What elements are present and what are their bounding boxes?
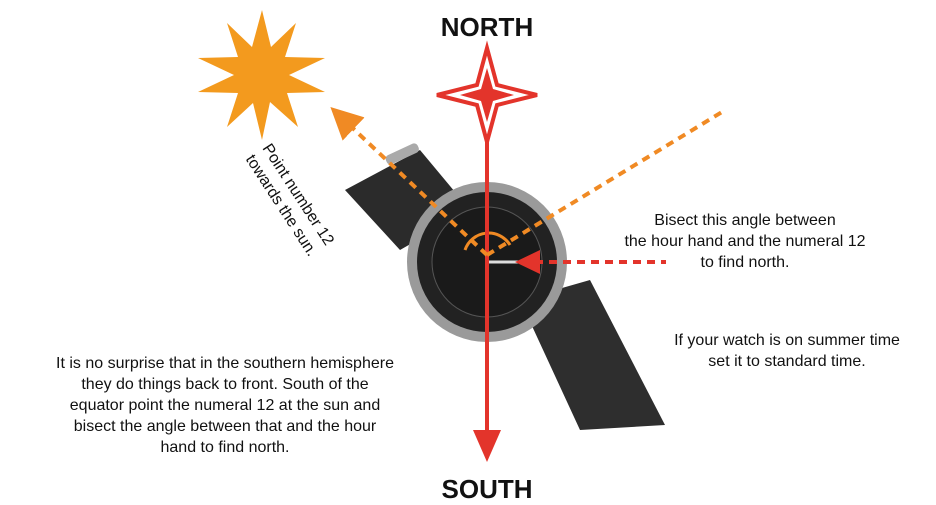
south-label: SOUTH xyxy=(442,474,533,504)
note-line: If your watch is on summer time xyxy=(674,332,900,349)
watch xyxy=(345,142,665,430)
north-label: NORTH xyxy=(441,12,533,42)
note-line: bisect the angle between that and the ho… xyxy=(74,418,377,435)
sun-note: Point number 12 towards the sun. xyxy=(242,141,337,260)
southern-note: It is no surprise that in the southern h… xyxy=(56,355,394,456)
south-arrowhead xyxy=(473,430,501,462)
bisect-note: Bisect this angle between the hour hand … xyxy=(624,212,865,271)
note-line: to find north. xyxy=(701,254,790,271)
sun xyxy=(198,10,325,140)
note-line: equator point the numeral 12 at the sun … xyxy=(70,397,380,414)
note-line: Bisect this angle between xyxy=(654,212,835,229)
note-line: set it to standard time. xyxy=(708,353,865,370)
note-line: hand to find north. xyxy=(161,439,290,456)
summer-note: If your watch is on summer time set it t… xyxy=(674,332,900,370)
diagram: NORTH SOUTH Point number 12 towards the … xyxy=(0,0,936,505)
note-line: the hour hand and the numeral 12 xyxy=(624,233,865,250)
note-line: It is no surprise that in the southern h… xyxy=(56,355,394,372)
note-line: they do things back to front. South of t… xyxy=(81,376,368,393)
